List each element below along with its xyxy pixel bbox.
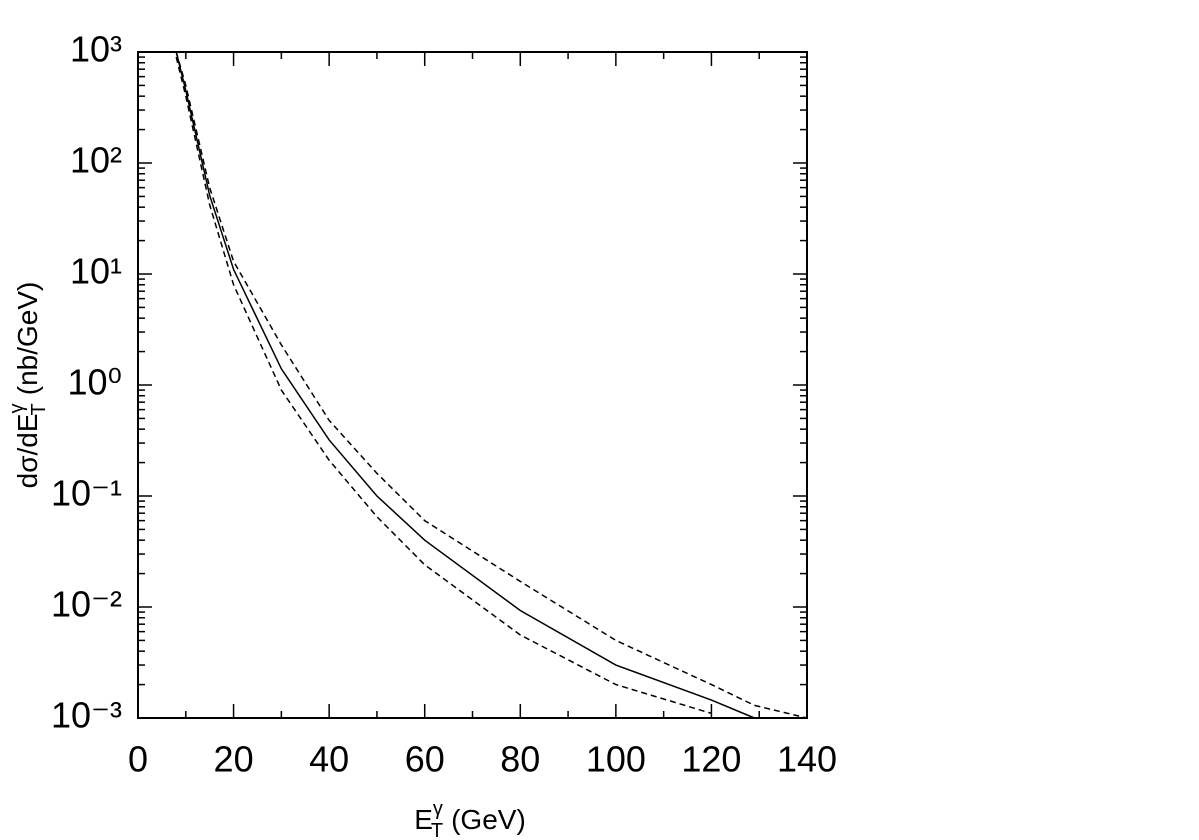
y-tick-label: 10³ bbox=[70, 29, 122, 70]
plot-frame bbox=[137, 51, 808, 719]
y-tick-label: 10⁰ bbox=[68, 362, 122, 403]
series-line bbox=[175, 51, 755, 719]
y-tick-label: 10⁻² bbox=[51, 584, 122, 625]
y-axis-label: dσ/dEγT (nb/GeV) bbox=[6, 282, 50, 489]
x-label-unit: (GeV) bbox=[451, 804, 526, 835]
x-tick-label: 0 bbox=[128, 739, 148, 780]
y-label-base: dσ/dE bbox=[12, 413, 43, 488]
y-label-sub: T bbox=[28, 403, 50, 415]
x-label-sup: γ bbox=[433, 798, 443, 820]
y-tick-label: 10⁻³ bbox=[51, 695, 122, 736]
y-label-sup: γ bbox=[6, 403, 28, 413]
y-tick-label: 10¹ bbox=[70, 251, 122, 292]
x-label-base: E bbox=[414, 804, 433, 835]
x-tick-label: 120 bbox=[681, 739, 741, 780]
x-tick-label: 20 bbox=[214, 739, 254, 780]
series-line bbox=[175, 56, 712, 715]
y-label-unit: (nb/GeV) bbox=[12, 282, 43, 396]
x-tick-label: 140 bbox=[777, 739, 837, 780]
x-tick-label: 100 bbox=[586, 739, 646, 780]
x-tick-label: 40 bbox=[309, 739, 349, 780]
y-tick-label: 10⁻¹ bbox=[51, 473, 122, 514]
x-axis-label: Eγ T (GeV) bbox=[414, 798, 526, 840]
x-label-sub: T bbox=[431, 820, 443, 840]
x-tick-label: 80 bbox=[500, 739, 540, 780]
x-tick-label: 60 bbox=[405, 739, 445, 780]
series-line bbox=[175, 51, 808, 719]
y-tick-label: 10² bbox=[70, 140, 122, 181]
